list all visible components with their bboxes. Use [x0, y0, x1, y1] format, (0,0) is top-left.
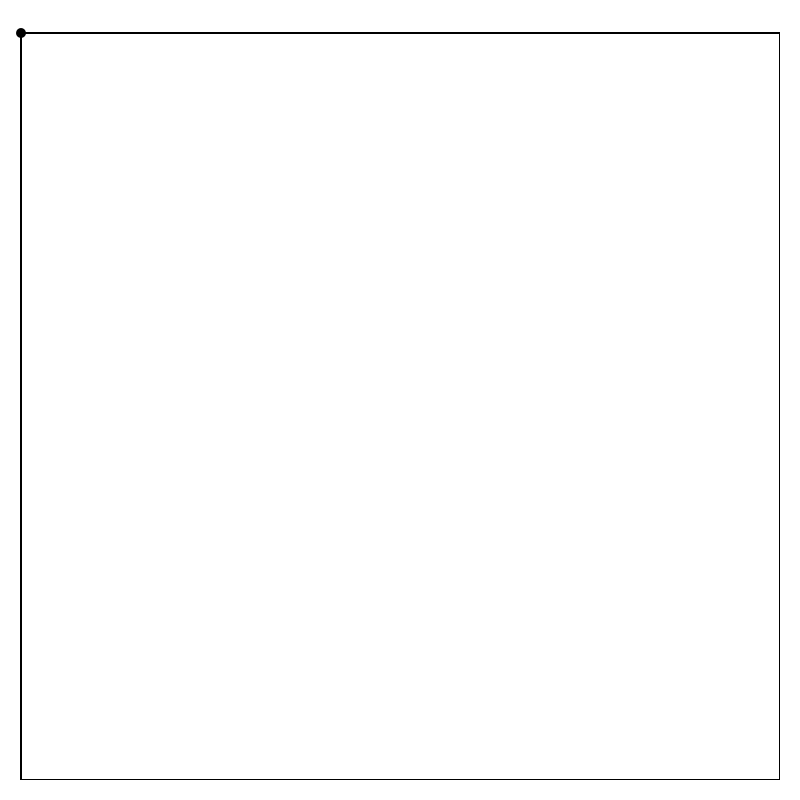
crosshair-vertical-line: [21, 33, 22, 779]
heatmap-canvas: [21, 33, 321, 183]
crosshair-horizontal-line: [21, 33, 779, 34]
marker-dot: [16, 28, 26, 38]
root-container: [0, 0, 800, 800]
heatmap-plot-area: [20, 32, 780, 780]
